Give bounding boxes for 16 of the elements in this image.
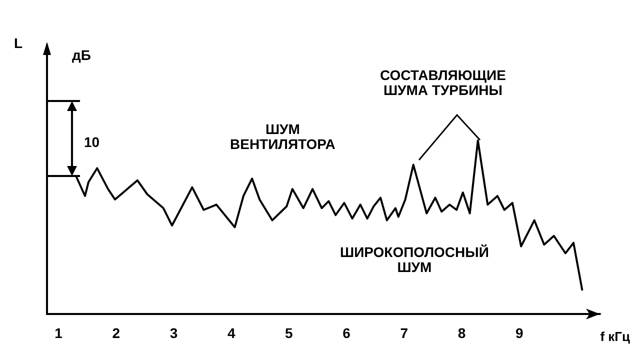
x-axis-title: f кГц xyxy=(600,329,630,344)
x-tick-label: 2 xyxy=(112,325,120,341)
x-tick-label: 8 xyxy=(458,325,466,341)
x-tick-label: 9 xyxy=(515,325,524,341)
text: L xyxy=(14,35,23,51)
x-tick-label: 5 xyxy=(285,325,294,341)
annotation: ШИРОКОПОЛОСНЫЙ ШУМ xyxy=(340,244,489,275)
text: дБ xyxy=(72,47,91,63)
x-tick-label: 1 xyxy=(54,325,63,341)
annotation: 10 xyxy=(84,134,100,150)
x-tick-label: 7 xyxy=(400,325,408,341)
x-tick-label: 4 xyxy=(227,325,236,341)
annotation: ШУМ ВЕНТИЛЯТОРА xyxy=(230,121,336,152)
text: СОСТАВЛЯЮЩИЕ ШУМА ТУРБИНЫ xyxy=(380,67,506,98)
x-tick-label: 6 xyxy=(342,325,351,341)
x-tick-label: 3 xyxy=(170,325,178,341)
